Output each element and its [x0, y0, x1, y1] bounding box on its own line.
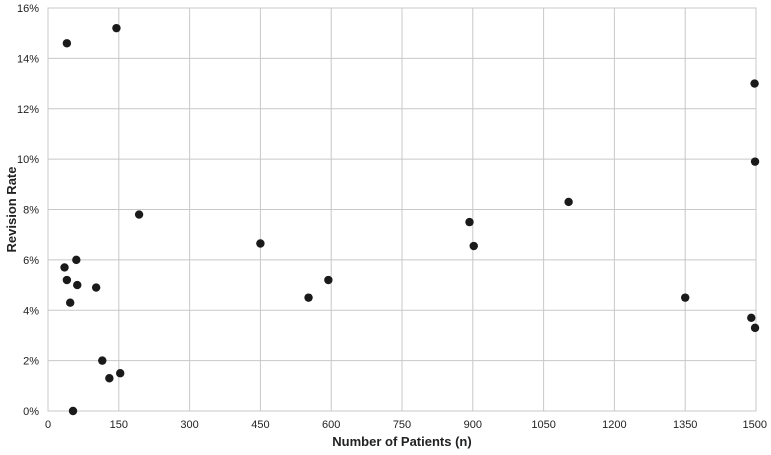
- y-tick-label: 12%: [17, 104, 39, 116]
- y-tick-label: 8%: [23, 205, 39, 217]
- data-point: [750, 323, 760, 333]
- y-tick-label: 6%: [23, 255, 39, 267]
- data-point: [62, 275, 72, 285]
- data-point: [65, 298, 75, 307]
- data-point: [112, 23, 121, 33]
- x-tick-label: 600: [322, 419, 340, 431]
- y-axis-tick-labels: 0% 2% 4% 6% 8% 10% 12% 14% 16%: [17, 3, 39, 418]
- y-tick-label: 0%: [23, 406, 39, 418]
- x-tick-label: 750: [393, 419, 411, 431]
- data-point: [62, 39, 72, 48]
- x-axis-title: Number of Patients (n): [332, 434, 471, 449]
- data-point: [68, 406, 78, 416]
- x-tick-label: 1500: [743, 419, 767, 431]
- data-point: [134, 210, 144, 219]
- y-axis-title: Revision Rate: [4, 167, 19, 253]
- y-tick-label: 16%: [17, 3, 39, 15]
- y-tick-label: 14%: [17, 53, 39, 65]
- data-point: [469, 241, 478, 251]
- data-point: [105, 374, 114, 383]
- data-point: [256, 239, 265, 248]
- grid-lines: [47, 7, 757, 412]
- x-tick-label: 1200: [602, 419, 626, 431]
- data-points: [60, 23, 760, 416]
- data-point: [747, 313, 756, 323]
- x-axis-tick-labels: 0 150 300 450 600 750 900 1050 1200 1350 1500: [45, 419, 767, 431]
- data-point: [750, 157, 760, 166]
- y-tick-label: 4%: [23, 305, 39, 317]
- data-point: [60, 263, 69, 272]
- data-point: [465, 217, 474, 227]
- y-tick-label: 10%: [17, 154, 39, 166]
- x-tick-label: 150: [110, 419, 128, 431]
- data-point: [98, 356, 107, 365]
- data-point: [91, 283, 101, 292]
- data-point: [73, 280, 82, 290]
- x-tick-label: 0: [45, 419, 51, 431]
- y-tick-label: 2%: [23, 356, 39, 368]
- x-tick-label: 450: [251, 419, 269, 431]
- data-point: [564, 197, 573, 207]
- plot-area-frame: [47, 7, 757, 412]
- x-tick-label: 900: [464, 419, 482, 431]
- data-point: [304, 293, 313, 302]
- data-point: [116, 369, 125, 378]
- data-point: [324, 275, 333, 285]
- data-point: [681, 293, 690, 302]
- data-point: [750, 79, 759, 88]
- x-tick-label: 300: [180, 419, 198, 431]
- data-point: [72, 255, 81, 265]
- x-tick-label: 1350: [673, 419, 697, 431]
- x-tick-label: 1050: [531, 419, 555, 431]
